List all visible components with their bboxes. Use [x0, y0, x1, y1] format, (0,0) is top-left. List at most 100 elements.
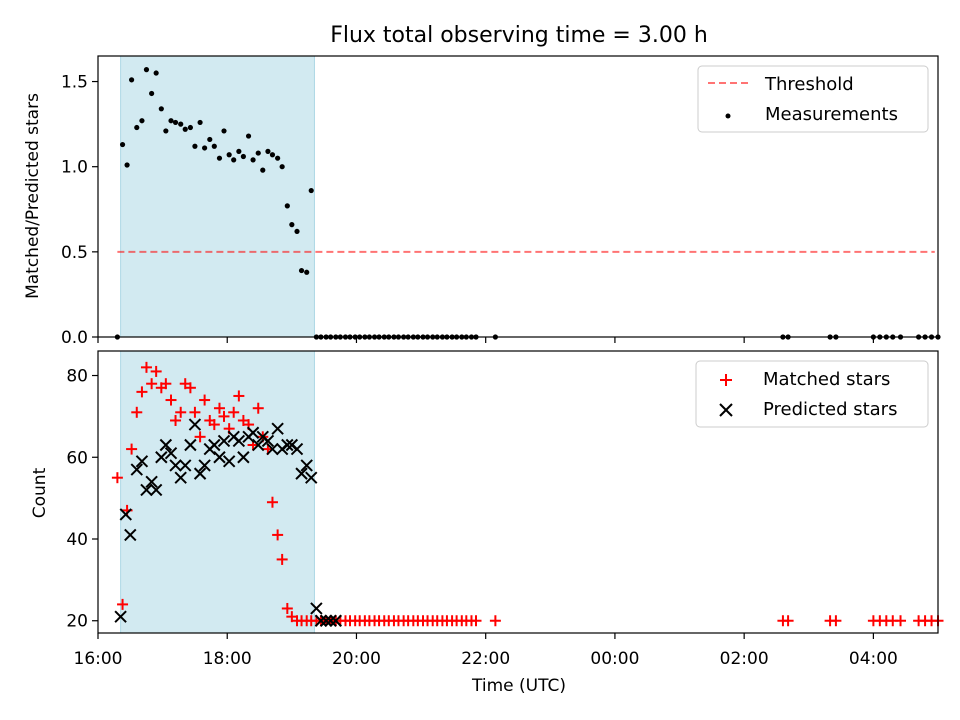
predicted-star-point: [295, 467, 308, 480]
matched-star-point: [194, 431, 206, 443]
measurement-point: [226, 152, 232, 158]
predicted-star-point: [281, 438, 294, 452]
measurement-point: [221, 128, 227, 134]
count-y-axis-label: Count: [30, 467, 50, 518]
predicted-star-point: [310, 602, 323, 615]
predicted-star-point: [184, 438, 197, 452]
matched-star-point: [252, 402, 264, 414]
chart-title: Flux total observing time = 3.00 h: [330, 23, 708, 48]
ratio-shaded-region: [120, 55, 315, 338]
ratio-panel: 0.0 0.5 1.0 1.5 Matched/Predicted stars Thr…: [23, 55, 941, 348]
x-tick-label: 02:00: [720, 649, 769, 669]
matched-star-point: [830, 615, 842, 627]
measurement-point: [304, 269, 310, 275]
measurement-point: [119, 141, 126, 148]
measurement-point: [202, 145, 208, 151]
x-axis-label: Time (UTC): [471, 676, 566, 696]
matched-star-point: [146, 378, 158, 390]
count-y-tick-label: 20: [66, 612, 88, 632]
measurement-point: [149, 90, 155, 97]
predicted-star-point: [237, 451, 250, 464]
matched-star-point: [276, 553, 288, 565]
legend-measurements-label: Measurements: [765, 104, 898, 125]
legend-measurements-swatch: [725, 113, 731, 119]
predicted-star-point: [149, 483, 163, 497]
measurement-point: [294, 228, 300, 235]
matched-star-point: [489, 615, 501, 627]
ratio-legend: Threshold Measurements: [697, 65, 929, 133]
predicted-star-point: [300, 459, 313, 472]
matched-star-point: [228, 406, 240, 418]
predicted-star-point: [232, 434, 246, 448]
ratio-y-tick-label: 0.5: [61, 243, 88, 263]
legend-matched-label: Matched stars: [763, 369, 890, 390]
matched-star-point: [131, 406, 143, 418]
measurement-point: [153, 70, 159, 76]
measurement-point: [245, 133, 252, 139]
measurement-point: [143, 67, 150, 73]
measurement-point: [172, 119, 179, 126]
measurement-point: [178, 121, 184, 127]
predicted-star-point: [213, 451, 226, 464]
count-panel-frame: [97, 350, 939, 634]
ratio-y-axis-label: Matched/Predicted stars: [23, 93, 43, 299]
count-legend: Matched stars Predicted stars: [695, 360, 929, 428]
matched-star-point: [126, 443, 138, 455]
predicted-star-point: [145, 475, 158, 488]
x-tick-label: 18:00: [203, 649, 252, 669]
measurement-point: [163, 128, 169, 134]
measurement-point: [250, 157, 256, 163]
predicted-star-point: [159, 438, 173, 452]
predicted-star-point: [130, 463, 143, 476]
predicted-star-point: [169, 459, 182, 472]
measurement-point: [158, 106, 164, 112]
measurement-point: [134, 124, 140, 131]
ratio-y-tick-label: 1.0: [61, 158, 88, 178]
measurement-point: [211, 143, 217, 149]
predicted-star-point: [319, 614, 333, 627]
matched-star-point: [218, 410, 230, 422]
predicted-star-point: [179, 459, 192, 472]
predicted-star-point: [164, 446, 178, 460]
measurement-point: [124, 162, 130, 168]
measurement-point: [275, 155, 281, 161]
measurement-point: [236, 148, 242, 154]
predicted-star-point: [314, 614, 328, 627]
matched-star-point: [175, 406, 187, 418]
measurement-point: [308, 187, 314, 194]
count-y-tick-label: 60: [66, 448, 88, 468]
ratio-panel-frame: [97, 55, 939, 338]
measurement-point: [289, 222, 295, 228]
count-legend-box: [695, 360, 929, 428]
count-panel: 20 40 60 80 16:00 18:00 20:00 22:00 00:00 02:00 0…: [30, 350, 944, 696]
measurement-point: [260, 167, 266, 173]
count-y-tick-label: 80: [66, 367, 88, 387]
measurement-point: [182, 126, 188, 132]
predicted-star-point: [324, 614, 337, 627]
measurement-point: [168, 118, 174, 124]
matched-star-point: [199, 394, 211, 406]
measurement-point: [187, 124, 193, 131]
legend-matched-swatch: [720, 374, 732, 386]
matched-star-point: [208, 419, 220, 431]
measurement-point: [192, 143, 198, 149]
matched-star-point: [281, 602, 293, 614]
predicted-star-point: [188, 418, 202, 431]
predicted-star-point: [208, 438, 221, 452]
legend-threshold-label: Threshold: [764, 74, 854, 95]
matched-star-point: [170, 414, 182, 426]
predicted-star-point: [140, 483, 153, 497]
predicted-star-point: [217, 434, 231, 448]
measurement-point: [216, 155, 223, 161]
measurement-point: [139, 118, 145, 124]
x-tick-label: 00:00: [590, 649, 639, 669]
measurement-point: [207, 136, 213, 143]
legend-predicted-label: Predicted stars: [763, 399, 897, 420]
matched-star-point: [895, 615, 907, 627]
matched-star-point: [184, 382, 196, 394]
matched-star-point: [150, 365, 162, 377]
predicted-star-point: [290, 442, 304, 456]
matched-star-point: [470, 615, 482, 627]
matched-star-point: [266, 496, 278, 508]
